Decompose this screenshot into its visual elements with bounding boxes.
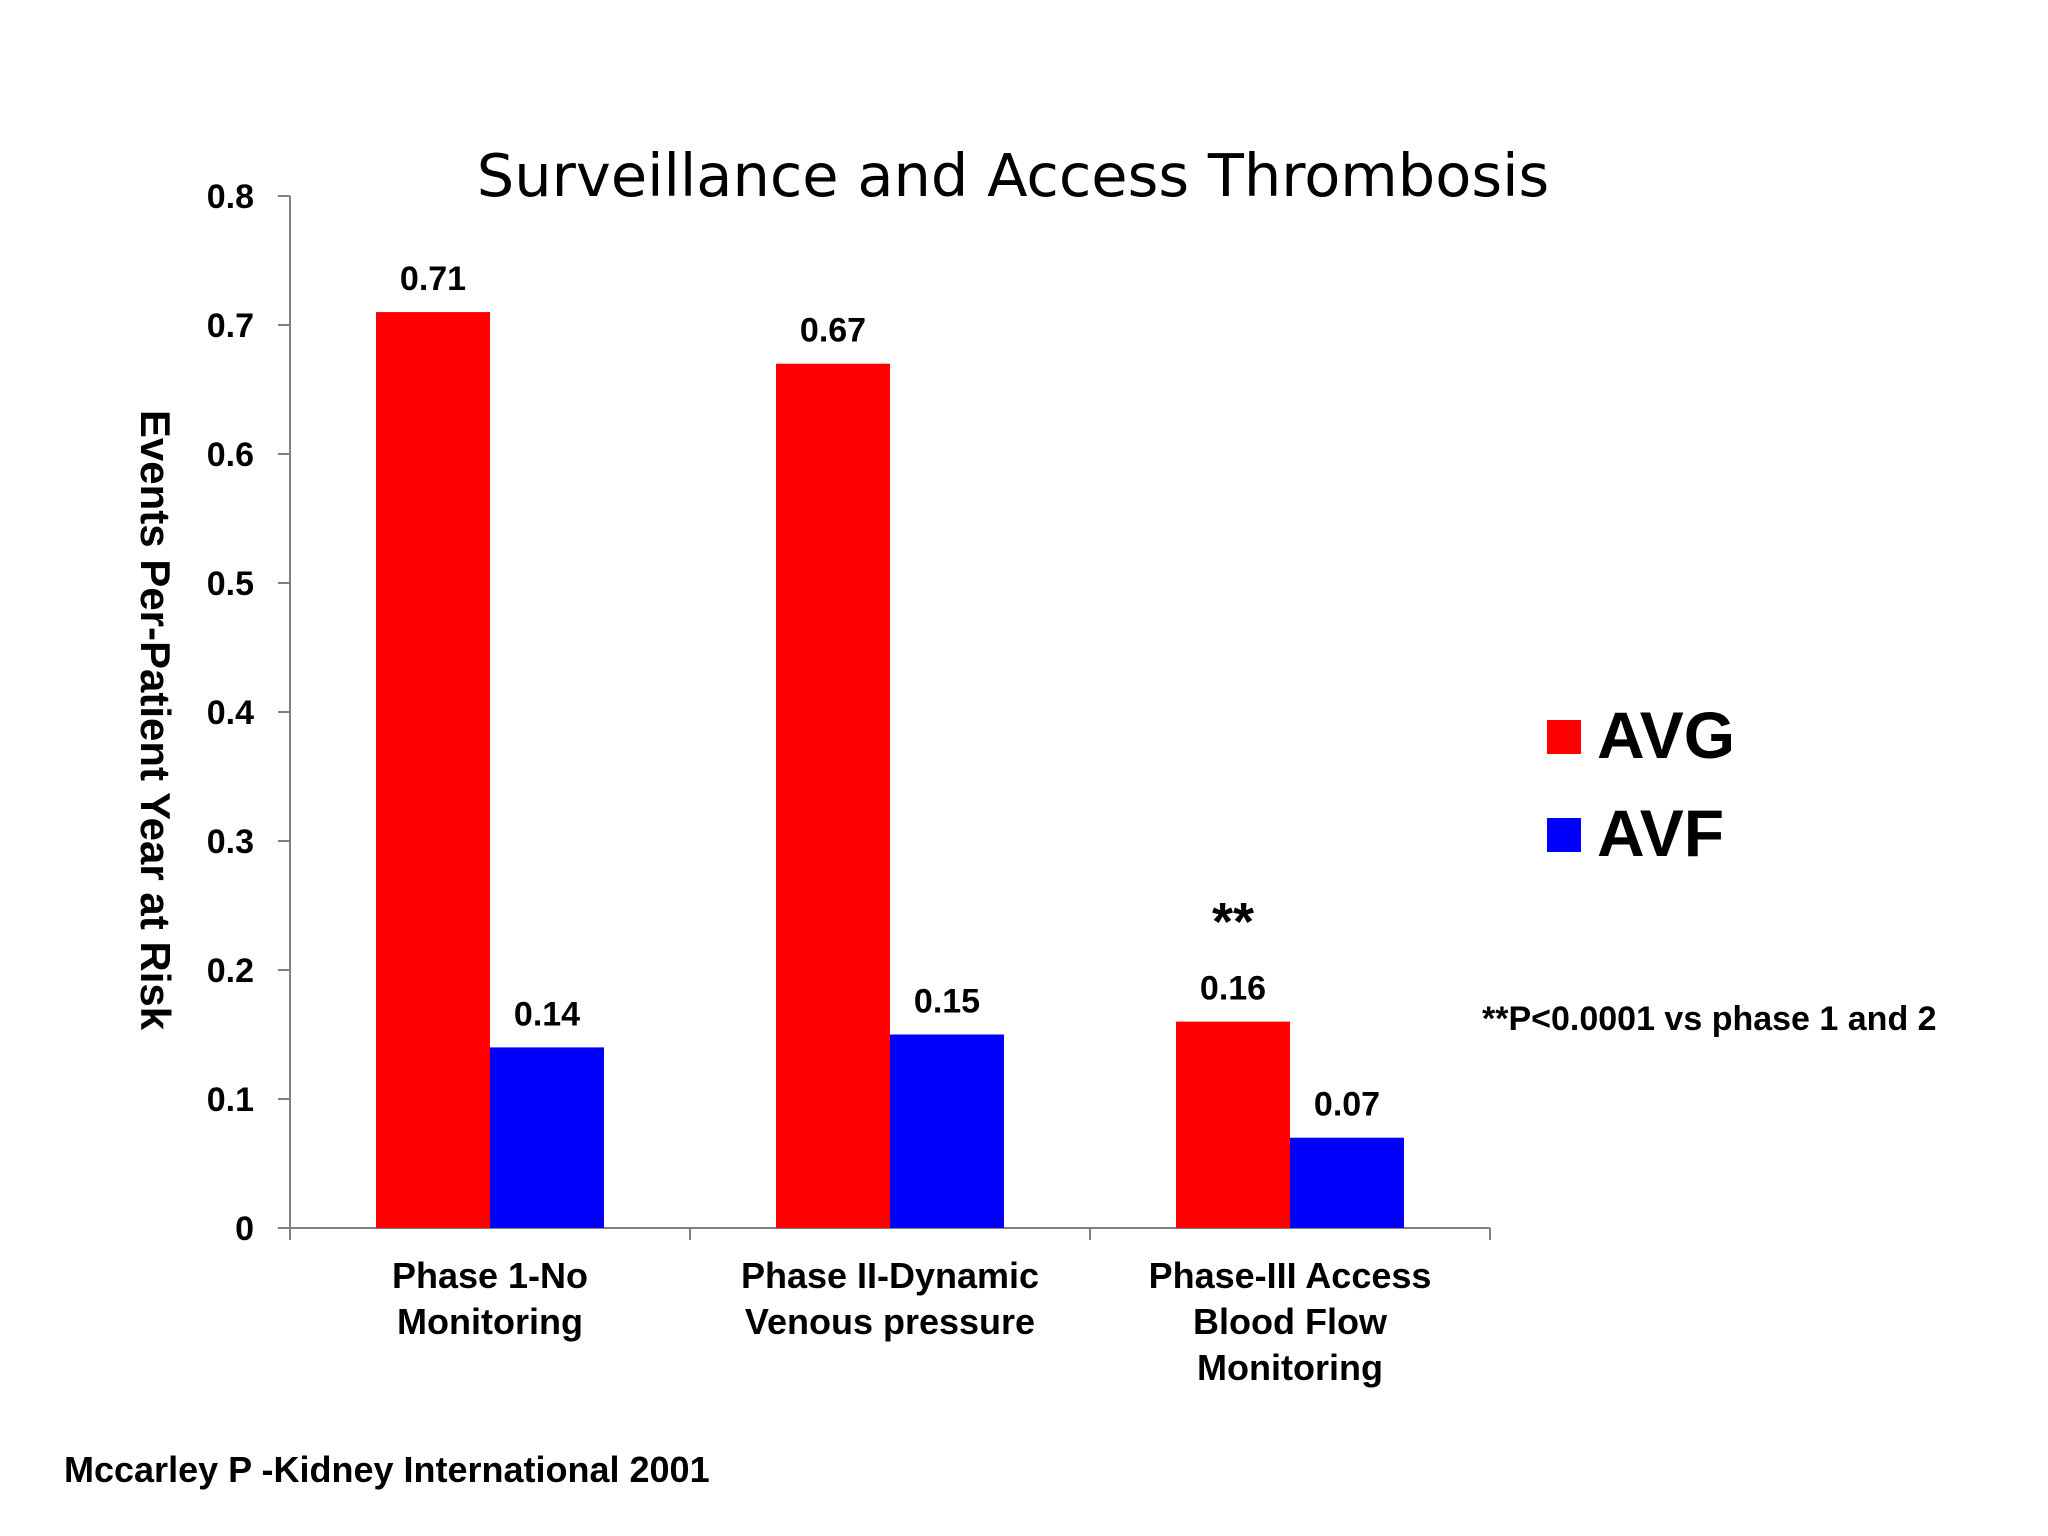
bar-avg-0 (376, 312, 490, 1229)
bar-avf-1 (890, 1034, 1004, 1228)
x-axis (289, 1227, 1491, 1240)
y-tick-label: 0 (235, 1210, 254, 1248)
y-axis-label: Events Per-Patient Year at Risk (132, 410, 179, 1031)
y-tick-label: 0.3 (207, 823, 254, 861)
legend: AVG AVF (1547, 698, 1735, 870)
bar-avg-2 (1176, 1021, 1290, 1228)
y-tick-label: 0.6 (207, 436, 254, 474)
y-tick-label: 0.2 (207, 952, 254, 990)
category-label: Phase-III Access (1149, 1255, 1432, 1296)
data-label-avg-2: 0.16 (1200, 970, 1266, 1008)
bars (376, 312, 1404, 1229)
data-label-avg-1: 0.67 (800, 312, 866, 350)
category-label: Phase 1-No (392, 1255, 588, 1296)
legend-swatch-avf (1547, 818, 1581, 852)
y-tick-label: 0.7 (207, 307, 254, 345)
y-tick-label: 0.1 (207, 1081, 254, 1119)
y-axis: 0 0.1 0.2 0.3 0.4 0.5 0.6 0.7 0.8 (207, 178, 291, 1248)
significance-marker: ** (1212, 892, 1254, 952)
legend-label-avf: AVF (1597, 796, 1724, 870)
category-label: Monitoring (1197, 1347, 1383, 1388)
category-label: Monitoring (397, 1301, 583, 1342)
y-tick-label: 0.5 (207, 565, 254, 603)
y-tick-label: 0.8 (207, 178, 254, 216)
y-tick-label: 0.4 (207, 694, 254, 732)
data-labels: 0.71 0.67 0.16 0.14 0.15 0.07 (400, 260, 1380, 1124)
chart-title: Surveillance and Access Thrombosis (477, 141, 1549, 210)
source-citation: Mccarley P -Kidney International 2001 (64, 1449, 710, 1490)
data-label-avf-1: 0.15 (914, 983, 980, 1021)
category-label: Blood Flow (1193, 1301, 1388, 1342)
category-labels: Phase 1-No Monitoring Phase II-Dynamic Veno… (392, 1255, 1431, 1388)
bar-avf-2 (1290, 1137, 1404, 1228)
legend-swatch-avg (1547, 720, 1581, 754)
bar-avg-1 (776, 363, 890, 1228)
data-label-avf-0: 0.14 (514, 995, 580, 1033)
legend-label-avg: AVG (1597, 698, 1735, 772)
bar-avf-0 (490, 1047, 604, 1228)
category-label: Phase II-Dynamic (741, 1255, 1039, 1296)
category-label: Venous pressure (745, 1301, 1035, 1342)
footnote: **P<0.0001 vs phase 1 and 2 (1482, 1000, 1937, 1038)
data-label-avf-2: 0.07 (1314, 1086, 1380, 1124)
data-label-avg-0: 0.71 (400, 260, 466, 298)
